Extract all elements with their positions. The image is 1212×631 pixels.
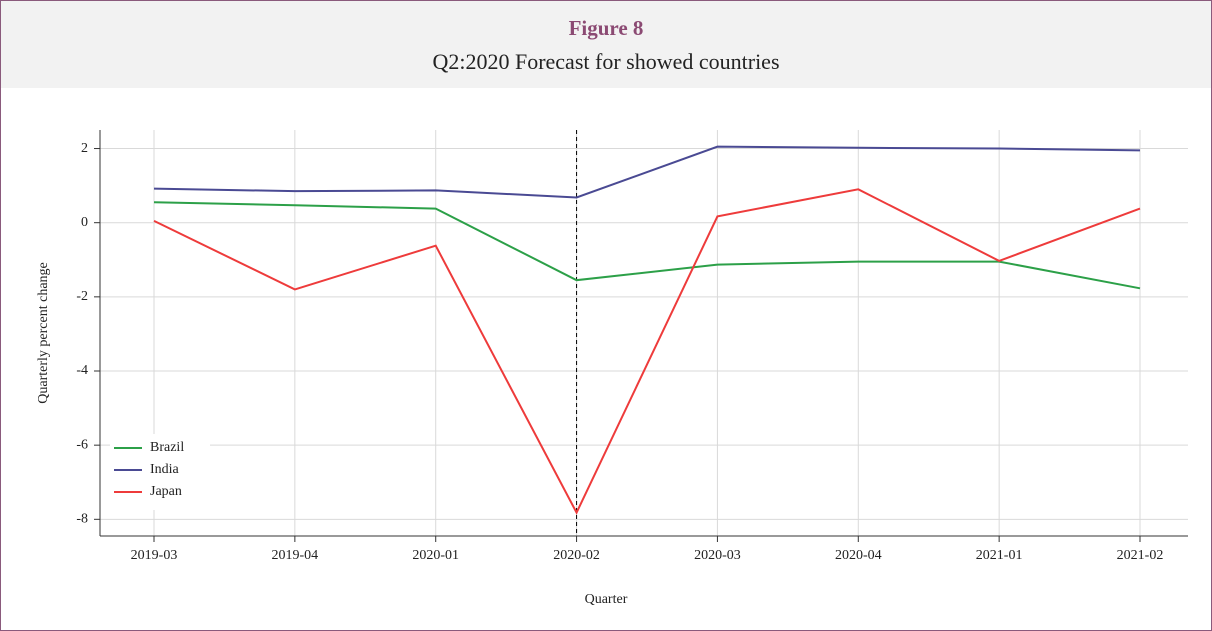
- x-tick-label: 2020-02: [553, 548, 600, 563]
- x-tick-label: 2020-04: [835, 548, 882, 563]
- header-band: [1, 1, 1211, 88]
- x-tick-label: 2020-01: [412, 548, 459, 563]
- y-axis-label: Quarterly percent change: [36, 262, 51, 403]
- y-tick-label: -2: [76, 289, 88, 304]
- figure-title: Figure 8: [569, 16, 644, 40]
- y-tick-label: -6: [76, 437, 88, 452]
- legend-box: [110, 434, 210, 510]
- x-tick-label: 2021-02: [1117, 548, 1164, 563]
- legend-label: Japan: [150, 484, 182, 499]
- chart-subtitle: Q2:2020 Forecast for showed countries: [432, 49, 779, 74]
- y-tick-label: 2: [81, 141, 88, 156]
- legend-label: India: [150, 462, 180, 477]
- x-tick-label: 2020-03: [694, 548, 741, 563]
- series-line: [153, 201, 1141, 290]
- x-tick-label: 2019-04: [272, 548, 319, 563]
- series-line: [153, 188, 1141, 515]
- legend-label: Brazil: [150, 440, 184, 455]
- y-tick-label: -8: [76, 512, 88, 527]
- y-tick-label: 0: [81, 215, 88, 230]
- x-tick-label: 2019-03: [131, 548, 178, 563]
- x-tick-label: 2021-01: [976, 548, 1023, 563]
- x-axis-label: Quarter: [585, 592, 628, 607]
- y-tick-label: -4: [76, 363, 88, 378]
- series-line: [153, 145, 1141, 199]
